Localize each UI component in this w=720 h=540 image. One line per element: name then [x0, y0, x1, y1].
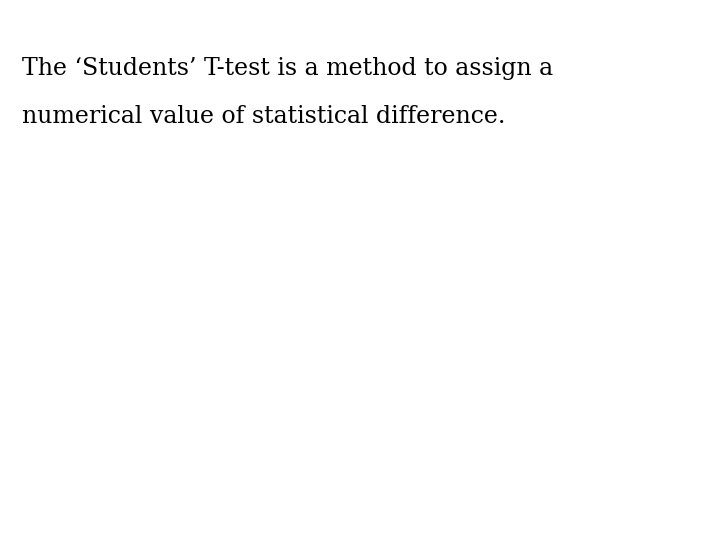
Text: numerical value of statistical difference.: numerical value of statistical differenc…	[22, 105, 505, 129]
Text: The ‘Students’ T-test is a method to assign a: The ‘Students’ T-test is a method to ass…	[22, 57, 553, 80]
